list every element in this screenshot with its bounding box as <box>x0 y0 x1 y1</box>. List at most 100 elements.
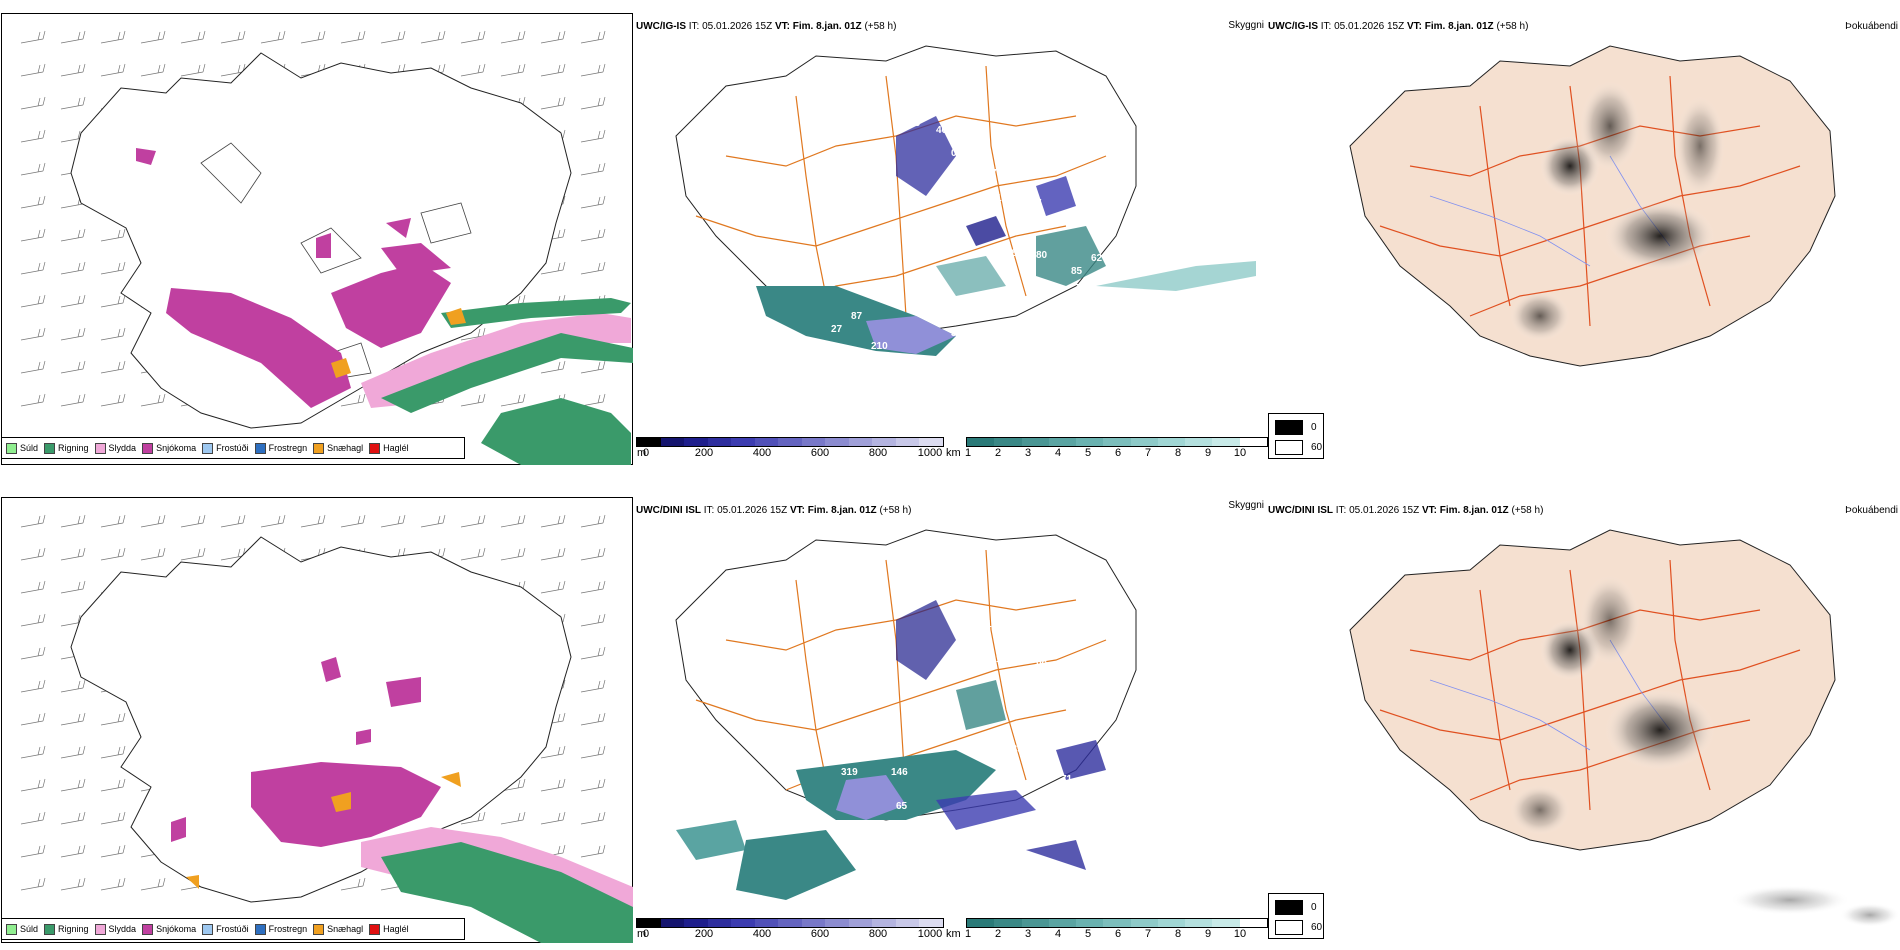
wind-barb <box>100 393 126 407</box>
visibility-value: 79 <box>1074 283 1086 294</box>
wind-barb <box>340 30 366 44</box>
wind-barb <box>580 613 606 627</box>
visibility-value: 18 <box>1006 248 1018 259</box>
wind-barb <box>580 162 606 176</box>
legend-item: Snjókoma <box>142 442 196 454</box>
wind-barb <box>340 877 366 891</box>
it-label: IT: <box>1335 505 1347 516</box>
km-tick: 9 <box>1204 447 1212 459</box>
wind-barb <box>580 129 606 143</box>
visibility-value: 00 <box>951 148 963 159</box>
wind-barb <box>60 96 86 110</box>
visibility-value: 343 <box>951 328 968 339</box>
wind-barb <box>60 63 86 77</box>
wind-barb <box>140 30 166 44</box>
legend-item: Slydda <box>94 442 136 454</box>
km-tick: 5 <box>1084 447 1092 459</box>
panel-header-fog-2: UWC/DINI ISL IT: 05.01.2026 15Z VT: Fim.… <box>1268 505 1543 517</box>
fog-key-row: 60 <box>1275 440 1322 455</box>
wind-barb <box>20 360 46 374</box>
wind-barb <box>540 547 566 561</box>
panel-header-visibility-2: UWC/DINI ISL IT: 05.01.2026 15Z VT: Fim.… <box>636 505 911 517</box>
wind-barb <box>60 393 86 407</box>
wind-barb <box>580 195 606 209</box>
wind-barb <box>20 327 46 341</box>
wind-barb <box>180 30 206 44</box>
swatch <box>313 923 325 935</box>
wind-barb <box>220 30 246 44</box>
fog-key-1: 0 60 <box>1268 413 1324 459</box>
wind-barb <box>260 514 286 528</box>
wind-barb <box>340 514 366 528</box>
fog-key-value: 0 <box>1311 902 1317 913</box>
model-name: UWC/DINI ISL <box>636 505 701 516</box>
km-ticks-1: 1 2 3 4 5 6 7 8 9 10 <box>965 447 1248 461</box>
wind-barb <box>460 63 486 77</box>
low-visibility-areas <box>756 116 1256 356</box>
wind-barb <box>540 63 566 77</box>
wind-barb <box>100 712 126 726</box>
swatch <box>1275 920 1303 935</box>
wind-barb <box>140 393 166 407</box>
km-tick: 9 <box>1204 928 1212 940</box>
wind-barb <box>20 514 46 528</box>
visibility-value: 91 <box>1134 800 1146 811</box>
wind-barb <box>540 514 566 528</box>
wind-barb <box>460 30 486 44</box>
wind-barb <box>60 877 86 891</box>
visibility-value: 67 <box>1081 674 1093 685</box>
wind-barb <box>180 547 206 561</box>
wind-barb <box>540 30 566 44</box>
swatch <box>202 923 214 935</box>
wind-barb <box>220 514 246 528</box>
wind-barb <box>580 547 606 561</box>
wind-barb <box>20 547 46 561</box>
lead-time: (+58 h) <box>879 505 912 516</box>
legend-label: Haglél <box>383 924 409 934</box>
height-unit: m <box>637 447 647 459</box>
wind-barb <box>580 712 606 726</box>
fog-key-row: 60 <box>1275 920 1322 935</box>
wind-barb <box>60 360 86 374</box>
km-tick: 3 <box>1024 447 1032 459</box>
wind-barb <box>20 844 46 858</box>
wind-barb <box>580 261 606 275</box>
wind-barb <box>300 514 326 528</box>
vt-label: VT: <box>789 505 805 516</box>
visibility-value: 28 <box>969 587 981 598</box>
wind-barb <box>20 30 46 44</box>
fog-key-row: 0 <box>1275 420 1317 435</box>
visibility-value: 449 <box>1169 810 1186 821</box>
legend-label: Snjókoma <box>156 924 197 934</box>
legend-item: Snæhagl <box>313 923 364 935</box>
wind-barb <box>20 129 46 143</box>
legend-label: Haglél <box>383 443 409 453</box>
sleet-rain-areas <box>186 772 633 943</box>
wind-barb <box>100 514 126 528</box>
wind-barb <box>500 514 526 528</box>
legend-label: Snæhagl <box>327 924 364 934</box>
visibility-value: 68 <box>1036 657 1048 668</box>
height-ticks-1: 0 200 400 600 800 1000 <box>643 447 942 461</box>
wind-barb <box>60 294 86 308</box>
legend-item: Haglél <box>369 923 409 935</box>
legend-item: Rigning <box>44 442 89 454</box>
visibility-title: Skyggni <box>1228 500 1264 511</box>
wind-barb <box>460 547 486 561</box>
wind-barb <box>580 811 606 825</box>
km-colorbar-2 <box>966 918 1268 928</box>
road-network <box>1379 75 1801 327</box>
fog-key-value: 0 <box>1311 422 1317 433</box>
wind-barb <box>580 778 606 792</box>
km-tick: 2 <box>994 928 1002 940</box>
km-tick: 1 <box>964 928 972 940</box>
wind-barb <box>20 261 46 275</box>
visibility-value: 186 <box>871 748 888 759</box>
visibility-value: 87 <box>851 311 863 322</box>
wind-barb <box>500 63 526 77</box>
wind-barb <box>100 30 126 44</box>
wind-barb <box>100 63 126 77</box>
wind-barb <box>140 514 166 528</box>
fog-key-2: 0 60 <box>1268 893 1324 939</box>
height-tick: 400 <box>752 928 772 940</box>
